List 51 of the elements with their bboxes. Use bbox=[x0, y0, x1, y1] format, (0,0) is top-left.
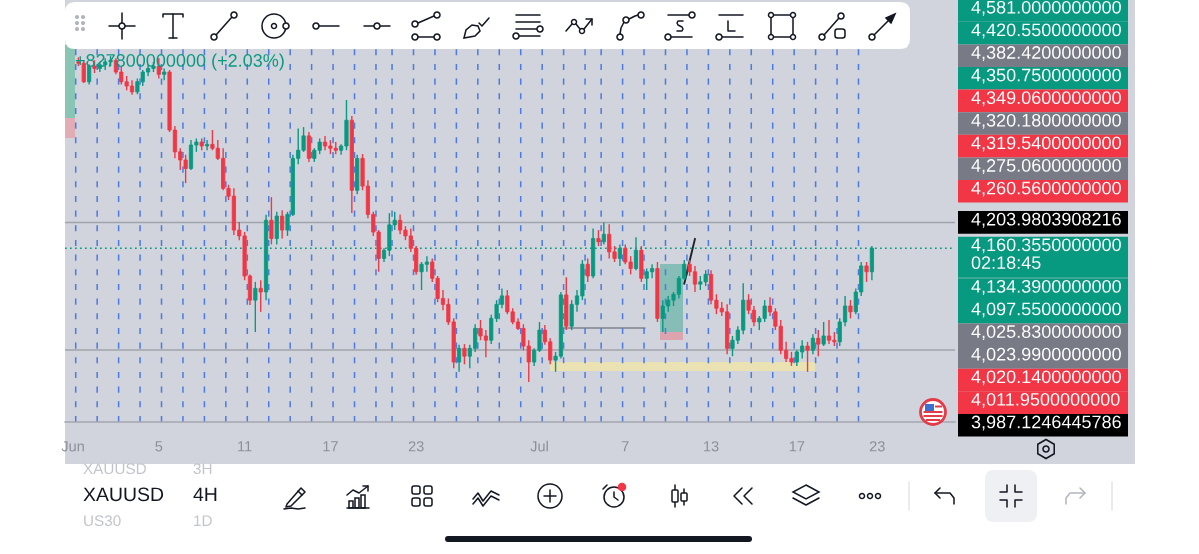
candlestick bbox=[162, 67, 167, 81]
text: 3,987.1246445786 bbox=[971, 415, 1121, 431]
text: XAUUSD bbox=[83, 487, 164, 502]
candlestick bbox=[633, 236, 639, 271]
candlestick bbox=[258, 279, 263, 313]
text: 4,349.0600000000 bbox=[971, 91, 1121, 107]
text: 4,025.8300000000 bbox=[971, 325, 1121, 341]
text: 4,350.7500000000 bbox=[971, 68, 1121, 84]
candlestick bbox=[864, 261, 869, 283]
candlestick bbox=[462, 343, 467, 366]
text: 4,011.9500000000 bbox=[971, 392, 1120, 408]
candlestick bbox=[269, 196, 274, 246]
text: 4,160.3550000000 02:18:45 bbox=[971, 238, 1121, 270]
candlestick bbox=[253, 281, 258, 333]
candlestick bbox=[585, 257, 590, 283]
candlestick bbox=[601, 221, 606, 246]
text: 4,020.1400000000 bbox=[971, 370, 1121, 386]
candlestick bbox=[816, 329, 821, 357]
text: 4,420.5500000000 bbox=[971, 23, 1121, 39]
x-tick-label: 23 bbox=[408, 441, 424, 452]
candlestick bbox=[280, 209, 285, 240]
candlestick bbox=[805, 341, 810, 373]
text: XAUUSD bbox=[83, 463, 146, 475]
candlestick bbox=[274, 211, 279, 246]
candlestick bbox=[821, 321, 826, 347]
text: 4,134.3900000000 bbox=[971, 279, 1121, 295]
x-tick-label: 5 bbox=[155, 441, 163, 452]
text: US30 bbox=[84, 515, 121, 527]
x-tick-label: Jul bbox=[530, 440, 548, 452]
text: 4,382.4200000000 bbox=[971, 46, 1121, 61]
text: 4,581.0000000000 bbox=[971, 0, 1121, 16]
text: 4,203.9803908216 bbox=[971, 212, 1121, 228]
x-tick-label: Jun bbox=[61, 441, 84, 452]
text: 3H bbox=[193, 463, 212, 475]
candlestick bbox=[205, 139, 210, 151]
x-tick-label: 17 bbox=[323, 441, 338, 452]
candlestick bbox=[848, 299, 853, 320]
text: 1D bbox=[194, 515, 212, 526]
text: 4,320.1800000000 bbox=[971, 113, 1121, 129]
x-tick-label: 7 bbox=[621, 441, 629, 452]
x-tick-label: 17 bbox=[789, 441, 805, 452]
text: 4,260.5600000000 bbox=[971, 181, 1121, 197]
text: 4,023.9900000000 bbox=[971, 347, 1121, 363]
text: 4,097.5500000000 bbox=[971, 302, 1121, 318]
text: 4H bbox=[193, 487, 217, 502]
x-tick-label: 13 bbox=[704, 441, 719, 452]
x-tick-label: 11 bbox=[238, 441, 252, 452]
candlestick bbox=[810, 333, 815, 355]
text: 4,319.5400000000 bbox=[971, 136, 1121, 152]
x-tick-label: 23 bbox=[869, 441, 885, 452]
text: 4,275.0600000000 bbox=[971, 159, 1121, 174]
